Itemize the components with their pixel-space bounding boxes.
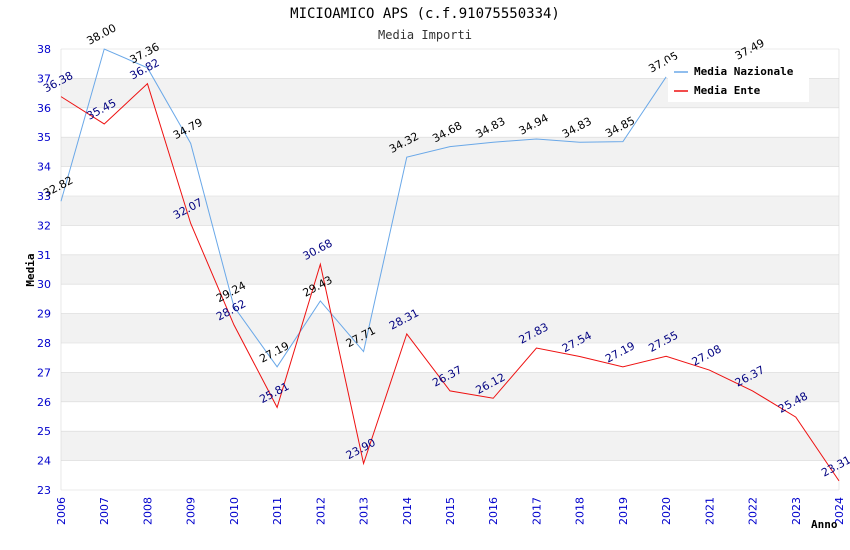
y-tick-label: 27 xyxy=(37,366,51,379)
x-axis-title: Anno xyxy=(811,518,838,531)
band-26 xyxy=(61,372,839,402)
x-tick-label: 2021 xyxy=(703,497,716,525)
x-tick-label: 2009 xyxy=(185,497,198,525)
data-label: 34.94 xyxy=(517,111,551,137)
series-line-media-ente xyxy=(60,82,840,482)
background-bands xyxy=(61,78,839,461)
y-tick-label: 24 xyxy=(37,455,51,468)
x-axis-ticks: 2006 2007 2008 2009 2010 2011 2012 2013 2014 2015… xyxy=(55,497,846,525)
x-tick-label: 2013 xyxy=(358,497,371,525)
legend-label-media-ente: Media Ente xyxy=(694,84,761,97)
y-tick-label: 37 xyxy=(37,72,51,85)
y-tick-label: 25 xyxy=(37,425,51,438)
chart-subtitle: Media Importi xyxy=(378,28,472,42)
x-tick-label: 2010 xyxy=(228,497,241,525)
series-line-media-nazionale xyxy=(60,48,667,368)
x-tick-label: 2016 xyxy=(487,497,500,525)
x-tick-label: 2019 xyxy=(617,497,630,525)
band-32 xyxy=(61,196,839,226)
y-tick-label: 32 xyxy=(37,219,51,232)
legend-box xyxy=(668,60,809,102)
band-30 xyxy=(61,254,839,285)
y-tick-label: 31 xyxy=(37,249,51,262)
band-24 xyxy=(61,431,839,461)
x-tick-label: 2012 xyxy=(314,497,327,525)
data-label: 37.49 xyxy=(733,36,767,62)
y-tick-label: 26 xyxy=(37,396,51,409)
x-tick-label: 2023 xyxy=(790,497,803,525)
band-34 xyxy=(61,137,839,167)
chart-title: MICIOAMICO APS (c.f.91075550334) xyxy=(290,6,560,22)
y-tick-label: 30 xyxy=(37,278,51,291)
x-tick-label: 2024 xyxy=(833,497,846,525)
data-label: 27.08 xyxy=(690,342,724,368)
x-tick-label: 2006 xyxy=(55,497,68,525)
x-tick-label: 2014 xyxy=(401,497,414,525)
band-28 xyxy=(61,313,839,343)
x-tick-label: 2022 xyxy=(747,497,760,525)
y-tick-label: 29 xyxy=(37,308,51,321)
x-tick-label: 2015 xyxy=(444,497,457,525)
y-tick-label: 28 xyxy=(37,337,51,350)
gridlines xyxy=(60,48,840,491)
legend: Media Nazionale Media Ente xyxy=(668,60,809,102)
y-tick-label: 23 xyxy=(37,484,51,497)
y-tick-label: 33 xyxy=(37,190,51,203)
x-tick-label: 2020 xyxy=(660,497,673,525)
x-tick-label: 2017 xyxy=(530,497,543,525)
legend-label-media-nazionale: Media Nazionale xyxy=(694,65,794,78)
y-tick-label: 34 xyxy=(37,161,51,174)
series-lines xyxy=(60,48,840,482)
y-tick-label: 36 xyxy=(37,102,51,115)
y-tick-label: 38 xyxy=(37,43,51,56)
y-axis-ticks: 23 24 25 26 27 28 29 30 31 32 33 34 35 36 37 38 xyxy=(37,43,51,497)
x-tick-label: 2007 xyxy=(98,497,111,525)
x-tick-label: 2008 xyxy=(141,497,154,525)
y-tick-label: 35 xyxy=(37,131,51,144)
x-tick-label: 2011 xyxy=(271,497,284,525)
x-tick-label: 2018 xyxy=(574,497,587,525)
data-label: 34.85 xyxy=(603,114,637,140)
data-label: 38.00 xyxy=(85,21,119,47)
y-axis-title: Media xyxy=(24,253,37,286)
